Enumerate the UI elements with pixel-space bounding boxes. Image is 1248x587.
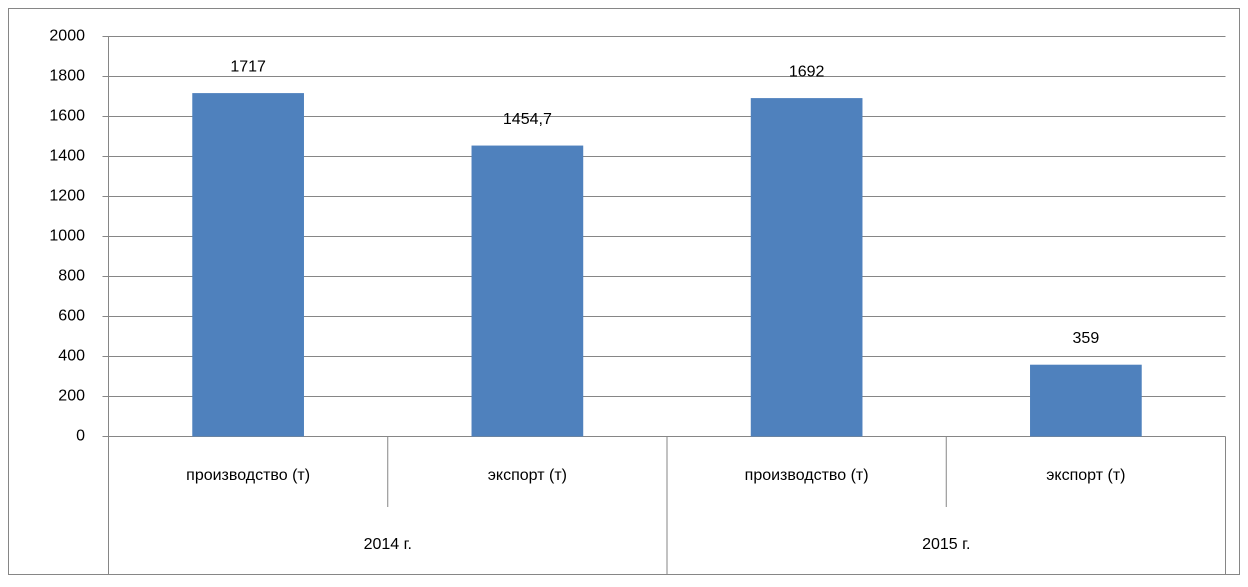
data-label: 359 <box>1073 330 1100 347</box>
group-label: 2014 г. <box>364 536 412 553</box>
x-tick-label: производство (т) <box>186 467 310 484</box>
data-label: 1692 <box>789 63 825 80</box>
y-tick-label: 1600 <box>49 108 85 125</box>
y-tick-label: 200 <box>58 388 85 405</box>
data-label: 1454,7 <box>503 111 552 128</box>
y-tick-label: 1200 <box>49 188 85 205</box>
y-tick-label: 800 <box>58 268 85 285</box>
x-tick-label: экспорт (т) <box>1046 467 1125 484</box>
group-label: 2015 г. <box>922 536 970 553</box>
y-tick-label: 600 <box>58 308 85 325</box>
bar <box>750 98 863 437</box>
bar <box>471 145 584 437</box>
x-tick-label: экспорт (т) <box>488 467 567 484</box>
y-tick-label: 1800 <box>49 68 85 85</box>
y-tick-label: 1000 <box>49 228 85 245</box>
y-tick-label: 0 <box>76 428 85 445</box>
x-tick-label: производство (т) <box>745 467 869 484</box>
bar <box>1030 364 1142 437</box>
y-tick-label: 1400 <box>49 148 85 165</box>
y-tick-label: 2000 <box>49 28 85 45</box>
data-label: 1717 <box>230 58 266 75</box>
y-tick-label: 400 <box>58 348 85 365</box>
bar <box>192 93 304 437</box>
